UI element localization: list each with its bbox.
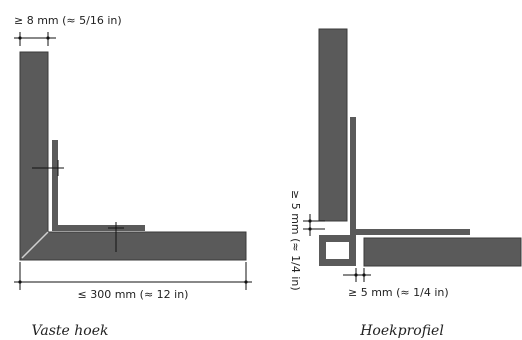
bottom-gap-dimension [343,268,371,282]
top-dimension [14,32,56,46]
horizontal-tile [363,237,522,267]
horizontal-joint-strip [52,225,145,231]
corner-seam [21,231,49,259]
vertical-tile [318,28,348,222]
vertical-dimension-label: ≥ 5 mm (≈ 1/4 in) [289,190,302,291]
bottom-gap-dimension-label: ≥ 5 mm (≈ 1/4 in) [348,286,449,299]
fixed-corner-caption: Vaste hoek [32,323,109,339]
fixed-corner-drawing: ≥ 8 mm (≈ 5/16 in) ≤ 300 mm (≈ 12 in) Va… [14,14,252,339]
profile-square [319,235,356,266]
corner-profile-caption: Hoekprofiel [359,323,444,339]
profile-vertical-leg [350,117,356,235]
profile-horizontal-leg [350,229,470,235]
vertical-dimension [303,214,325,236]
top-dimension-label: ≥ 8 mm (≈ 5/16 in) [14,14,122,27]
bottom-dimension-label: ≤ 300 mm (≈ 12 in) [78,288,189,301]
bottom-dimension [14,262,252,290]
corner-profile-drawing: ≥ 5 mm (≈ 1/4 in) ≥ 5 mm (≈ 1/4 in) Hoek… [289,28,522,339]
fixed-corner-tile [19,51,247,261]
vertical-joint-strip [52,140,58,230]
